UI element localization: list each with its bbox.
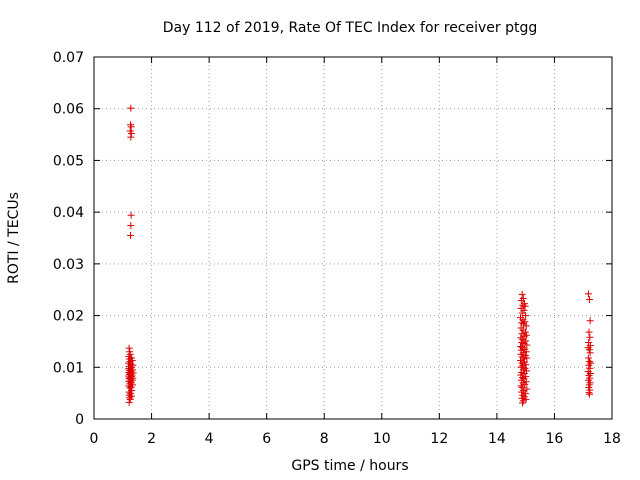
data-point xyxy=(127,383,135,391)
data-point xyxy=(519,399,527,407)
data-point xyxy=(517,382,525,390)
y-tick-label: 0.05 xyxy=(53,153,84,169)
y-tick-label: 0.04 xyxy=(53,205,84,221)
x-tick-label: 16 xyxy=(546,431,564,447)
y-tick-label: 0.02 xyxy=(53,309,84,325)
data-point xyxy=(127,130,135,138)
data-point xyxy=(521,328,529,336)
y-tick-label: 0 xyxy=(75,412,84,428)
data-point xyxy=(521,302,529,310)
y-tick-label: 0.06 xyxy=(53,102,84,118)
y-axis-label: ROTI / TECUs xyxy=(6,192,22,284)
data-point xyxy=(127,211,135,219)
x-tick-label: 14 xyxy=(488,431,506,447)
x-tick-label: 6 xyxy=(262,431,271,447)
x-tick-label: 8 xyxy=(320,431,329,447)
data-point xyxy=(125,398,133,406)
data-point xyxy=(127,231,135,239)
data-point xyxy=(519,335,527,343)
data-point xyxy=(127,123,135,131)
data-point xyxy=(584,290,592,298)
data-point xyxy=(585,346,593,354)
data-point xyxy=(585,389,593,397)
data-point xyxy=(586,358,594,366)
data-point xyxy=(522,312,530,320)
data-point xyxy=(127,133,135,141)
x-axis-label: GPS time / hours xyxy=(291,458,408,474)
data-point xyxy=(518,290,526,298)
data-point xyxy=(520,339,528,347)
y-tick-label: 0.03 xyxy=(53,257,84,273)
x-tick-label: 2 xyxy=(147,431,156,447)
data-point xyxy=(522,361,530,369)
data-point xyxy=(523,354,531,362)
data-point xyxy=(523,385,531,393)
data-point xyxy=(126,395,134,403)
x-tick-label: 12 xyxy=(430,431,448,447)
data-point xyxy=(586,390,594,398)
axis-ticks: 0 2 4 6 8 10 12 14 16 18 0 0.01 0.02 0.03 0.04 0.05 0.06… xyxy=(53,50,621,447)
data-point xyxy=(519,391,527,399)
grid-lines xyxy=(94,57,612,419)
x-tick-label: 18 xyxy=(603,431,621,447)
data-point xyxy=(585,338,593,346)
data-point xyxy=(127,222,135,230)
data-point xyxy=(584,354,592,362)
y-tick-label: 0.01 xyxy=(53,360,84,376)
data-point xyxy=(518,388,526,396)
plot-frame xyxy=(93,56,613,420)
y-tick-label: 0.07 xyxy=(53,50,84,66)
data-point xyxy=(520,355,528,363)
data-point xyxy=(520,332,528,340)
data-point xyxy=(586,364,594,372)
data-point xyxy=(518,383,526,391)
chart-title: Day 112 of 2019, Rate Of TEC Index for r… xyxy=(163,20,538,36)
data-point xyxy=(127,104,135,112)
data-point xyxy=(127,392,135,400)
data-point xyxy=(586,296,594,304)
data-point xyxy=(522,322,530,330)
x-tick-label: 0 xyxy=(90,431,99,447)
data-point xyxy=(125,344,133,352)
data-point xyxy=(586,317,594,325)
x-tick-label: 4 xyxy=(205,431,214,447)
data-points xyxy=(125,104,595,407)
data-point xyxy=(517,297,525,305)
x-tick-label: 10 xyxy=(373,431,391,447)
data-point xyxy=(585,361,593,369)
data-point xyxy=(585,328,593,336)
data-point xyxy=(586,333,594,341)
data-point xyxy=(522,348,530,356)
data-point xyxy=(523,341,531,349)
data-point xyxy=(129,366,137,374)
data-point xyxy=(586,349,594,357)
data-point xyxy=(126,394,134,402)
